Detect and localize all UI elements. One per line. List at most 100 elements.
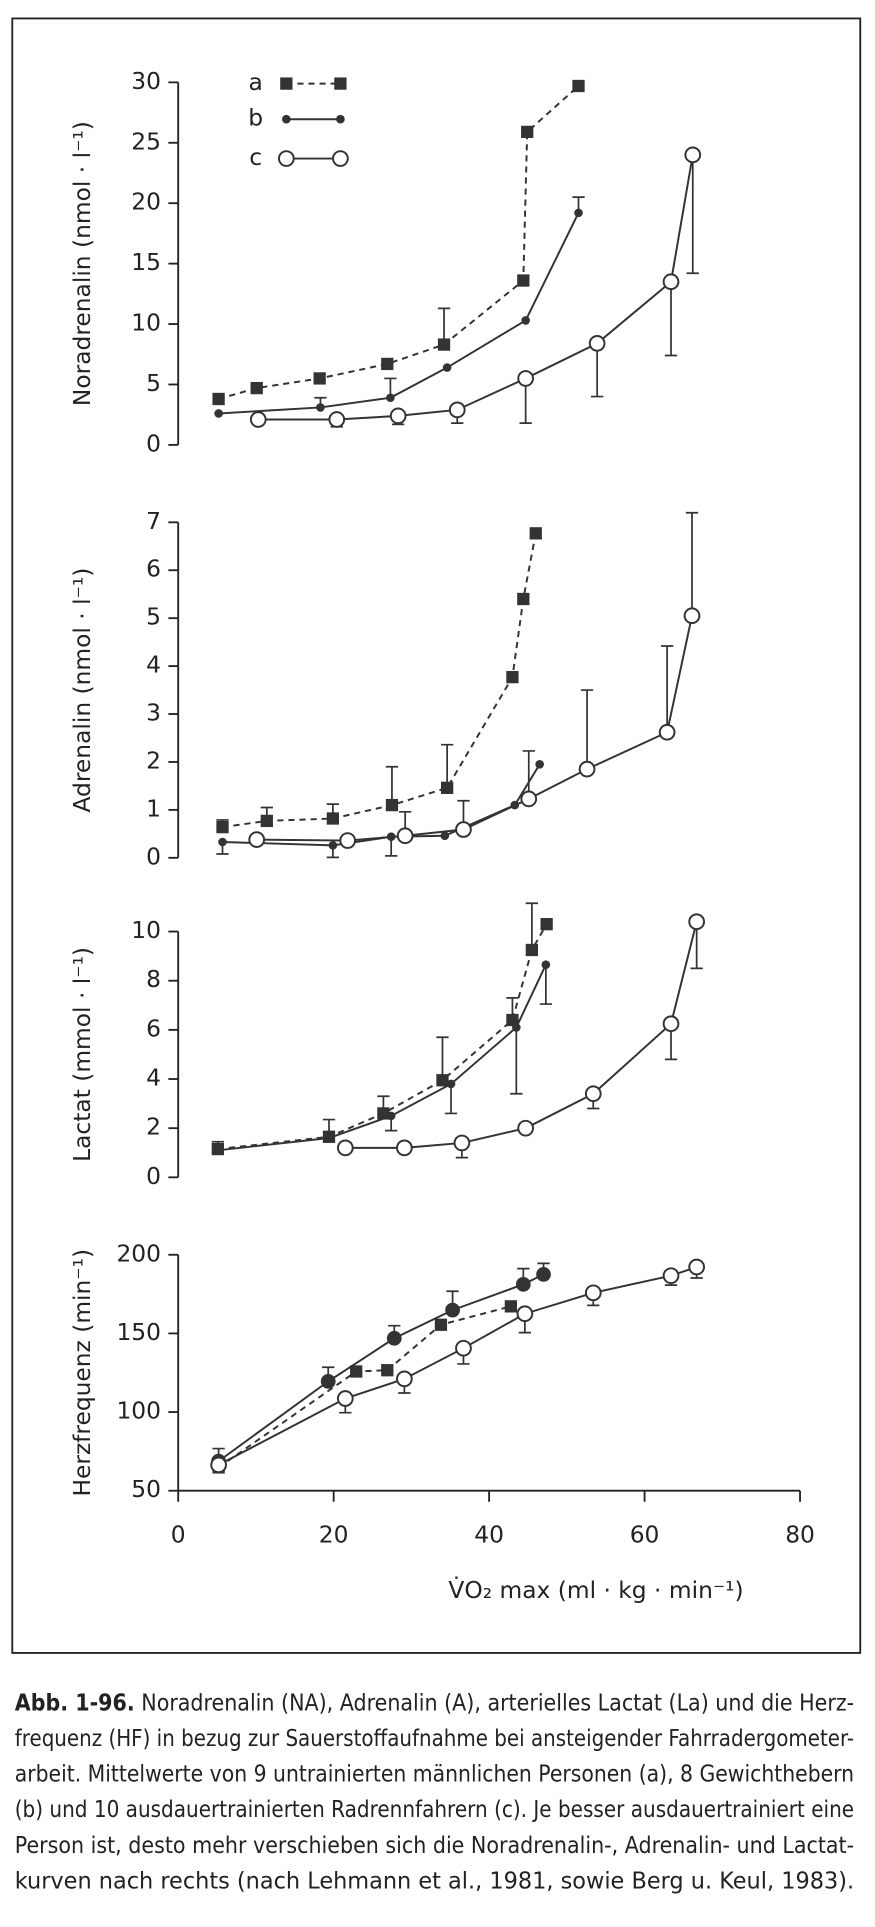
y-tick-label: 10 (131, 916, 161, 944)
legend-marker (277, 150, 295, 167)
x-axis-label: V̇O₂ max (ml · kg · min⁻¹) (448, 1576, 743, 1604)
y-tick-label: 4 (146, 1064, 161, 1092)
marker-dot (386, 1111, 396, 1121)
plot: 0 5 10 15 20 25 30 Noradrenalin (nmol · l⁻¹) abc (68, 67, 702, 457)
marker-circle (396, 1370, 413, 1388)
y-tick-label: 2 (146, 1113, 161, 1141)
caption: Abb. 1-96. Noradrenalin (NA), Adrenalin … (15, 1688, 854, 1894)
y-axis-label: Lactat (mmol · l⁻¹) (68, 947, 96, 1162)
figure-frame (11, 17, 862, 1654)
marker-square (434, 1318, 448, 1331)
caption-text: frequenz (HF) in bezug zur Sauerstoffauf… (15, 1723, 854, 1751)
x-tick-label: 60 (630, 1521, 660, 1549)
marker-circle (688, 913, 706, 931)
marker-dot (521, 316, 530, 325)
caption-line: (b) und 10 ausdauertrainierten Radrennfa… (15, 1795, 854, 1823)
y-tick-label: 10 (131, 309, 161, 337)
marker-disc (386, 1330, 402, 1346)
y-tick-label: 6 (146, 555, 161, 583)
y-tick-label: 0 (146, 429, 161, 457)
marker-circle (339, 832, 357, 849)
marker-circle (662, 273, 680, 291)
y-tick-label: 20 (131, 188, 161, 216)
plot: 50 100 150 200 Herzfrequenz (min⁻¹) 0 20 40 60 80… (68, 1239, 815, 1604)
marker-square (506, 670, 519, 684)
x-tick-label: 0 (171, 1521, 186, 1549)
marker-circle (584, 1284, 602, 1302)
marker-square (436, 1074, 449, 1087)
legend-marker (282, 114, 291, 124)
marker-square (326, 812, 340, 825)
marker-circle (396, 1139, 413, 1157)
marker-circle (248, 831, 266, 848)
series-line (256, 615, 693, 842)
marker-square (506, 1013, 519, 1027)
y-tick-label: 6 (146, 1014, 161, 1042)
y-axis-label: Noradrenalin (nmol · l⁻¹) (68, 121, 96, 406)
marker-dot (386, 393, 395, 403)
marker-square (313, 372, 326, 385)
series-line (258, 154, 694, 421)
marker-circle (210, 1456, 227, 1474)
marker-circle (516, 1305, 534, 1323)
marker-circle (336, 1139, 354, 1157)
marker-circle (455, 1339, 472, 1357)
marker-circle (520, 790, 538, 808)
caption-text: kurven nach rechts (nach Lehmann et al.,… (15, 1866, 854, 1894)
y-tick-label: 15 (131, 248, 161, 276)
legend-label: b (248, 104, 263, 132)
y-tick-label: 0 (146, 1162, 161, 1190)
series-line (222, 763, 541, 847)
marker-square (525, 943, 539, 957)
error-bar (591, 343, 604, 398)
y-tick-label: 30 (131, 67, 161, 95)
marker-dot (440, 831, 450, 841)
marker-square (260, 814, 273, 828)
caption-line: Abb. 1-96. Noradrenalin (NA), Adrenalin … (15, 1688, 854, 1716)
y-tick-label: 150 (116, 1318, 161, 1346)
error-bar (686, 154, 699, 275)
marker-square (381, 1364, 394, 1377)
y-tick-label: 8 (146, 965, 161, 993)
caption-line: arbeit. Mittelwerte von 9 untrainierten … (15, 1759, 854, 1787)
marker-circle (578, 760, 596, 778)
marker-circle (249, 411, 267, 428)
x-tick-label: 20 (319, 1521, 349, 1549)
marker-square (504, 1300, 518, 1313)
caption-text: Person ist, desto mehr verschieben sich … (15, 1830, 854, 1858)
marker-circle (336, 1390, 354, 1407)
marker-square (216, 820, 229, 834)
marker-dot (541, 960, 551, 970)
y-tick-label: 7 (146, 507, 161, 535)
series-line (218, 212, 580, 415)
marker-disc (515, 1276, 531, 1292)
marker-disc (536, 1267, 551, 1282)
caption-line: frequenz (HF) in bezug zur Sauerstoffauf… (15, 1723, 854, 1751)
marker-circle (396, 827, 414, 845)
marker-circle (662, 1267, 680, 1285)
marker-dot (218, 837, 227, 847)
marker-circle (448, 401, 466, 419)
marker-circle (453, 1134, 471, 1152)
marker-circle (455, 821, 472, 838)
caption-text: (b) und 10 ausdauertrainierten Radrennfa… (15, 1795, 854, 1823)
plot: 0 2 4 6 8 10 Lactat (mmol · l⁻¹) (68, 902, 706, 1190)
y-tick-label: 1 (146, 794, 161, 822)
x-tick-label: 80 (785, 1521, 815, 1549)
marker-circle (584, 1085, 602, 1103)
marker-square (440, 781, 454, 794)
error-bar (436, 1036, 449, 1081)
error-bar (580, 689, 594, 770)
series-line (345, 921, 698, 1149)
error-bar (525, 902, 539, 950)
marker-circle (658, 723, 676, 741)
y-tick-label: 3 (146, 699, 161, 727)
plot: 0 1 2 3 4 5 6 7 Adrenalin (nmol · l⁻¹) (68, 507, 701, 870)
error-bar (444, 1083, 458, 1115)
series-line (217, 964, 547, 1152)
marker-square (521, 125, 534, 139)
marker-circle (662, 1015, 680, 1033)
marker-square (572, 79, 585, 93)
